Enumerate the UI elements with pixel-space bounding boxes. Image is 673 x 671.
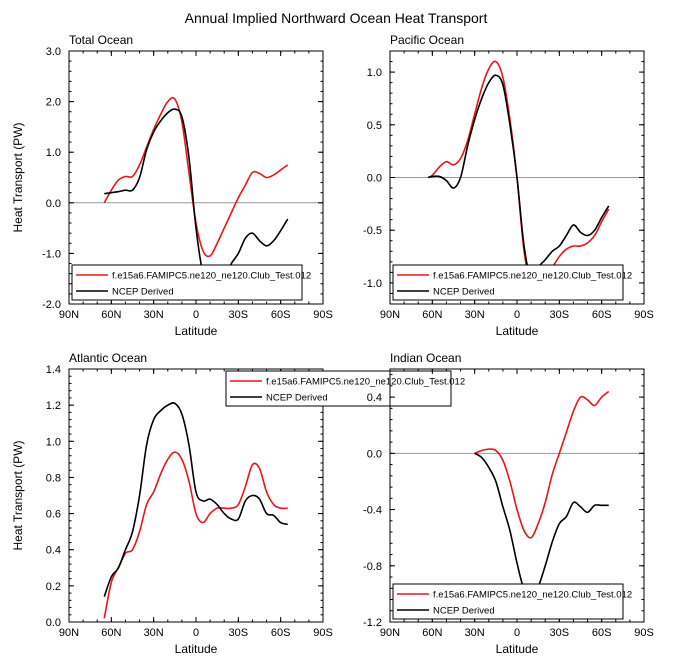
legend-label: f.e15a6.FAMIPC5.ne120_ne120.Club_Test.01… [433, 271, 632, 282]
x-tick-label: 30S [550, 627, 570, 639]
x-tick-label: 90S [634, 309, 654, 321]
y-tick-label: 0.4 [367, 392, 382, 404]
x-tick-label: 60S [271, 309, 291, 321]
y-tick-label: 1.4 [46, 364, 61, 376]
legend-label: NCEP Derived [266, 393, 328, 404]
panel-indian-ocean: 90N 60N 30N 0 30S 60S 90S -1.2 -0.8 -0.4 0.0 0.4 Ind… [363, 351, 654, 656]
y-tick-label: 0.0 [367, 448, 382, 460]
y-tick-label: -1.0 [42, 248, 61, 260]
x-tick-label: 60N [422, 627, 442, 639]
y-tick-label: -0.4 [363, 505, 382, 517]
legend-label: NCEP Derived [433, 606, 495, 617]
panel-title: Total Ocean [69, 33, 133, 47]
x-tick-label: 60S [592, 627, 612, 639]
y-tick-label: -0.5 [363, 225, 382, 237]
legend: f.e15a6.FAMIPC5.ne120_ne120.Club_Test.01… [71, 264, 311, 301]
y-tick-label: 0.4 [46, 545, 61, 557]
x-tick-label: 0 [193, 309, 199, 321]
panel-title: Atlantic Ocean [69, 351, 147, 365]
x-tick-label: 0 [514, 309, 520, 321]
legend-label: f.e15a6.FAMIPC5.ne120_ne120.Club_Test.01… [266, 377, 465, 388]
x-tick-label: 30N [465, 627, 485, 639]
x-axis-label: Latitude [175, 642, 218, 656]
x-tick-label: 60S [592, 309, 612, 321]
figure-title: Annual Implied Northward Ocean Heat Tran… [185, 10, 488, 26]
x-tick-label: 90S [313, 309, 333, 321]
panel-pacific-ocean: 90N 60N 30N 0 30S 60S 90S -1.0 -0.5 0.0 0.5 1.0 Paci… [363, 33, 654, 338]
panel-total-ocean: 90N 60N 30N 0 30S 60S 90S -2.0 -1.0 0.0 1.0 2.0 3.0 T… [11, 33, 333, 338]
y-tick-label: 1.0 [367, 67, 382, 79]
series-line-ncep [104, 108, 289, 288]
y-tick-label: 0.5 [367, 120, 382, 132]
x-tick-label: 60N [101, 309, 121, 321]
x-tick-label: 90N [380, 627, 400, 639]
y-tick-label: 0.8 [46, 472, 61, 484]
y-axis-label: Heat Transport (PW) [11, 440, 25, 550]
plot-frame [68, 368, 324, 623]
y-tick-label: 0.2 [46, 581, 61, 593]
legend-label: NCEP Derived [112, 287, 174, 298]
x-tick-label: 30N [144, 627, 164, 639]
legend-box [225, 370, 452, 407]
y-tick-label: -1.2 [363, 617, 382, 629]
series-line-ncep [474, 452, 609, 599]
y-tick-label: 0.0 [46, 198, 61, 210]
y-tick-label: 3.0 [46, 46, 61, 58]
x-tick-label: 90N [59, 627, 79, 639]
y-tick-label: -2.0 [42, 299, 61, 311]
x-tick-label: 30S [229, 309, 249, 321]
legend-label: f.e15a6.FAMIPC5.ne120_ne120.Club_Test.01… [433, 590, 632, 601]
x-tick-label: 90S [634, 627, 654, 639]
x-tick-label: 30S [550, 309, 570, 321]
x-axis-label: Latitude [175, 324, 218, 338]
y-tick-label: 0.0 [46, 617, 61, 629]
series-line-ncep [427, 74, 610, 280]
panel-atlantic-ocean: 90N 60N 30N 0 30S 60S 90S 0.0 0.2 0.4 0.6 0.8 1.0 1.2… [11, 351, 465, 656]
x-tick-label: 60N [422, 309, 442, 321]
legend-box [71, 264, 303, 301]
x-tick-label: 60S [271, 627, 291, 639]
series-line-model [103, 451, 288, 619]
panel-title: Indian Ocean [390, 351, 461, 365]
legend: f.e15a6.FAMIPC5.ne120_ne120.Club_Test.01… [392, 264, 632, 301]
series-line-ncep [103, 402, 288, 597]
y-tick-label: -1.0 [363, 278, 382, 290]
legend-box [392, 583, 624, 620]
y-tick-label: 1.0 [46, 147, 61, 159]
x-tick-label: 60N [101, 627, 121, 639]
x-tick-label: 0 [514, 627, 520, 639]
x-tick-label: 30N [465, 309, 485, 321]
x-tick-label: 90N [380, 309, 400, 321]
x-tick-label: 90S [313, 627, 333, 639]
y-axis-label: Heat Transport (PW) [11, 122, 25, 232]
legend: f.e15a6.FAMIPC5.ne120_ne120.Club_Test.01… [392, 583, 632, 620]
y-tick-label: 2.0 [46, 97, 61, 109]
panel-title: Pacific Ocean [390, 33, 464, 47]
y-tick-label: 1.0 [46, 436, 61, 448]
series-line-model [427, 60, 610, 288]
x-axis-label: Latitude [496, 324, 539, 338]
legend-box [392, 264, 624, 301]
x-axis-label: Latitude [496, 642, 539, 656]
legend-label: f.e15a6.FAMIPC5.ne120_ne120.Club_Test.01… [112, 271, 311, 282]
x-tick-label: 30N [144, 309, 164, 321]
y-tick-label: 1.2 [46, 400, 61, 412]
y-tick-label: 0.0 [367, 173, 382, 185]
y-tick-label: 0.6 [46, 509, 61, 521]
legend: f.e15a6.FAMIPC5.ne120_ne120.Club_Test.01… [225, 370, 465, 407]
x-tick-label: 0 [193, 627, 199, 639]
legend-label: NCEP Derived [433, 287, 495, 298]
x-tick-label: 90N [59, 309, 79, 321]
y-tick-label: -0.8 [363, 561, 382, 573]
x-tick-label: 30S [229, 627, 249, 639]
series-line-model [474, 390, 610, 539]
